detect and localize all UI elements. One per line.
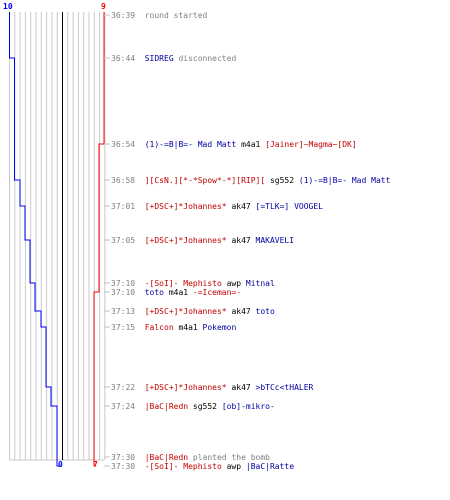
event-time: 37:22: [111, 383, 136, 392]
blue-end-count: 0: [58, 460, 63, 469]
event-killer: [+DSC+]*Johannes*: [144, 383, 227, 392]
event-killer: [+DSC+]*Johannes*: [144, 202, 227, 211]
event-row: 37:24 |BaC|Redn sg552 [ob]-mikro-: [111, 402, 275, 412]
event-player: |BaC|Redn: [144, 453, 189, 462]
event-victim: MAKAVELI: [255, 236, 295, 245]
event-row: 37:01 [+DSC+]*Johannes* ak47 [=TLK=] VOO…: [111, 202, 323, 212]
event-killer: -[SoI]- Mephisto: [144, 462, 222, 471]
event-weapon: ak47: [226, 236, 256, 245]
red-end-count: 7: [93, 460, 98, 469]
event-time: 37:10: [111, 279, 136, 288]
event-row: 37:15 Falcon m4a1 Pokemon: [111, 323, 236, 333]
event-victim: toto: [255, 307, 275, 316]
event-row: 37:13 [+DSC+]*Johannes* ak47 toto: [111, 307, 275, 317]
event-time: 37:30: [111, 462, 136, 471]
event-row: 36:58 ][CsN.][*-*Spow*-*][RIP][ sg552 (1…: [111, 176, 390, 186]
event-weapon: awp: [221, 279, 246, 288]
event-text: round started: [144, 11, 208, 20]
event-weapon: m4a1: [236, 140, 266, 149]
event-row: 37:30 -[SoI]- Mephisto awp |BaC|Ratte: [111, 462, 294, 472]
event-row: 37:30 |BaC|Redn planted the bomb: [111, 453, 270, 463]
event-time: 36:54: [111, 140, 136, 149]
red-start-count: 9: [101, 2, 106, 11]
blue-team-alive-line: [9, 12, 62, 467]
event-killer: (1)-=B|B=- Mad Matt: [144, 140, 237, 149]
event-row: 37:05 [+DSC+]*Johannes* ak47 MAKAVELI: [111, 236, 294, 246]
event-row: 37:10 toto m4a1 -=Iceman=-: [111, 288, 241, 298]
event-time: 37:05: [111, 236, 136, 245]
event-killer: [+DSC+]*Johannes*: [144, 236, 227, 245]
event-weapon: awp: [221, 462, 246, 471]
event-victim: [Jainer]~Magma~[DK]: [265, 140, 357, 149]
event-text: disconnected: [173, 54, 237, 63]
event-row: 36:54 (1)-=B|B=- Mad Matt m4a1 [Jainer]~…: [111, 140, 357, 150]
grid-lines: [14, 12, 106, 460]
event-time: 37:30: [111, 453, 136, 462]
event-weapon: m4a1: [173, 323, 203, 332]
event-killer: ][CsN.][*-*Spow*-*][RIP][: [144, 176, 266, 185]
event-weapon: ak47: [226, 307, 256, 316]
event-row: 37:22 [+DSC+]*Johannes* ak47 >bTCc<tHALE…: [111, 383, 313, 393]
event-time: 36:39: [111, 11, 136, 20]
event-victim: Mitnal: [245, 279, 275, 288]
event-time: 36:58: [111, 176, 136, 185]
event-time: 36:44: [111, 54, 136, 63]
event-tick-marks: [104, 14, 110, 467]
red-team-alive-line: [93, 12, 105, 466]
event-killer: -[SoI]- Mephisto: [144, 279, 222, 288]
event-time: 37:13: [111, 307, 136, 316]
player-count-graph: [9, 12, 110, 467]
event-killer: |BaC|Redn: [144, 402, 189, 411]
event-killer: [+DSC+]*Johannes*: [144, 307, 227, 316]
event-time: 37:10: [111, 288, 136, 297]
event-victim: |BaC|Ratte: [245, 462, 295, 471]
event-victim: Pokemon: [202, 323, 237, 332]
event-weapon: sg552: [188, 402, 222, 411]
event-killer: Falcon: [144, 323, 174, 332]
event-row: 36:39 round started: [111, 11, 207, 21]
event-time: 37:01: [111, 202, 136, 211]
event-victim: [=TLK=] VOOGEL: [255, 202, 323, 211]
event-row: 36:44 SIDREG disconnected: [111, 54, 236, 64]
event-weapon: ak47: [226, 202, 256, 211]
event-weapon: m4a1: [164, 288, 193, 297]
event-row: 37:10 -[SoI]- Mephisto awp Mitnal: [111, 279, 275, 289]
event-victim: (1)-=B|B=- Mad Matt: [298, 176, 391, 185]
event-text: planted the bomb: [188, 453, 270, 462]
blue-start-count: 10: [3, 2, 13, 11]
event-time: 37:24: [111, 402, 136, 411]
event-victim: [ob]-mikro-: [221, 402, 275, 411]
event-time: 37:15: [111, 323, 136, 332]
event-killer: toto: [144, 288, 164, 297]
event-weapon: sg552: [265, 176, 299, 185]
event-player: SIDREG: [144, 54, 174, 63]
event-victim: >bTCc<tHALER: [255, 383, 314, 392]
event-victim: -=Iceman=-: [192, 288, 242, 297]
event-weapon: ak47: [226, 383, 256, 392]
